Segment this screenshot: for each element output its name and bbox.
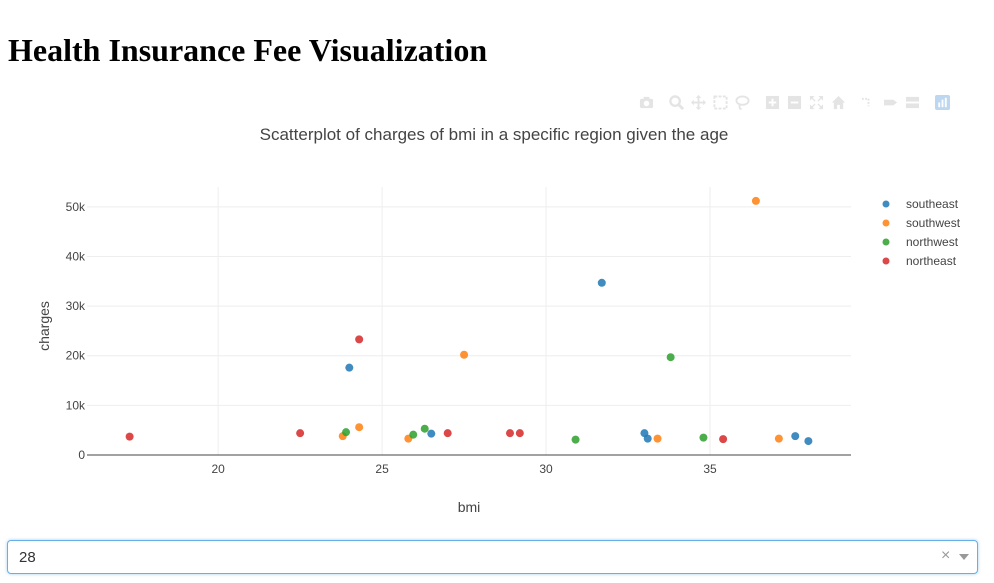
y-tick-label: 20k: [66, 349, 86, 363]
data-point-southeast: [427, 429, 436, 438]
data-point-southeast: [345, 363, 354, 372]
chevron-down-icon[interactable]: [959, 554, 969, 560]
clear-icon[interactable]: ×: [941, 547, 951, 564]
x-axis-ticks: 20 25 30 35: [211, 462, 717, 476]
data-point-southeast: [804, 437, 813, 446]
data-point-southeast: [791, 432, 800, 441]
autoscale-icon[interactable]: [806, 93, 826, 111]
y-axis-label: charges: [36, 301, 52, 351]
pan-icon[interactable]: [688, 93, 708, 111]
chart-title: Scatterplot of charges of bmi in a speci…: [260, 125, 729, 144]
data-point-southwest: [751, 196, 760, 205]
data-point-southwest: [774, 434, 783, 443]
data-points: [125, 196, 813, 446]
age-dropdown[interactable]: 28 ×: [7, 540, 978, 574]
data-point-southeast: [597, 278, 606, 287]
lasso-icon[interactable]: [732, 93, 752, 111]
data-point-northwest: [571, 435, 580, 444]
chart-modebar: [636, 93, 954, 111]
data-point-northeast: [296, 429, 305, 438]
y-tick-label: 10k: [66, 398, 86, 412]
zoom-icon[interactable]: [666, 93, 686, 111]
legend-label-southeast: southeast: [906, 197, 959, 211]
hover-compare-icon[interactable]: [902, 93, 922, 111]
y-tick-label: 50k: [66, 200, 86, 214]
data-point-northwest: [699, 433, 708, 442]
legend: southeast southwest northwest northeast: [882, 197, 961, 268]
data-point-northeast: [515, 429, 524, 438]
data-point-northwest: [420, 424, 429, 433]
data-point-northwest: [666, 353, 675, 362]
y-tick-label: 30k: [66, 299, 86, 313]
hover-closest-icon[interactable]: [880, 93, 900, 111]
y-tick-label: 40k: [66, 249, 86, 263]
legend-label-northwest: northwest: [906, 235, 959, 249]
data-point-southwest: [460, 350, 469, 359]
data-point-northeast: [719, 435, 728, 444]
legend-label-southwest: southwest: [906, 216, 961, 230]
data-point-northeast: [355, 335, 364, 344]
data-point-northwest: [409, 430, 418, 439]
page-title: Health Insurance Fee Visualization: [8, 32, 488, 68]
legend-marker-northwest: [882, 238, 890, 246]
dropdown-selected-value: 28: [19, 549, 36, 566]
data-point-northeast: [505, 429, 514, 438]
legend-marker-southeast: [882, 200, 890, 208]
data-point-northeast: [443, 429, 452, 438]
x-tick-label: 20: [211, 462, 225, 476]
scatter-chart: Scatterplot of charges of bmi in a speci…: [36, 125, 961, 515]
data-point-northwest: [342, 428, 351, 437]
y-axis-ticks: 0 10k 20k 30k 40k 50k: [66, 200, 86, 462]
data-point-northeast: [125, 432, 134, 441]
spike-lines-icon[interactable]: [858, 93, 878, 111]
y-tick-label: 0: [78, 448, 85, 462]
legend-label-northeast: northeast: [906, 254, 957, 268]
x-tick-label: 30: [539, 462, 553, 476]
data-point-southwest: [653, 434, 662, 443]
legend-marker-southwest: [882, 219, 890, 227]
legend-marker-northeast: [882, 257, 890, 265]
data-point-southwest: [355, 423, 364, 432]
box-select-icon[interactable]: [710, 93, 730, 111]
x-tick-label: 25: [375, 462, 389, 476]
x-axis-label: bmi: [458, 499, 481, 515]
camera-icon[interactable]: [636, 93, 656, 111]
data-point-southeast: [643, 434, 652, 443]
grid-lines: [87, 187, 851, 456]
plotly-logo-icon[interactable]: [932, 93, 952, 111]
x-tick-label: 35: [703, 462, 717, 476]
zoom-in-icon[interactable]: [762, 93, 782, 111]
zoom-out-icon[interactable]: [784, 93, 804, 111]
home-icon[interactable]: [828, 93, 848, 111]
